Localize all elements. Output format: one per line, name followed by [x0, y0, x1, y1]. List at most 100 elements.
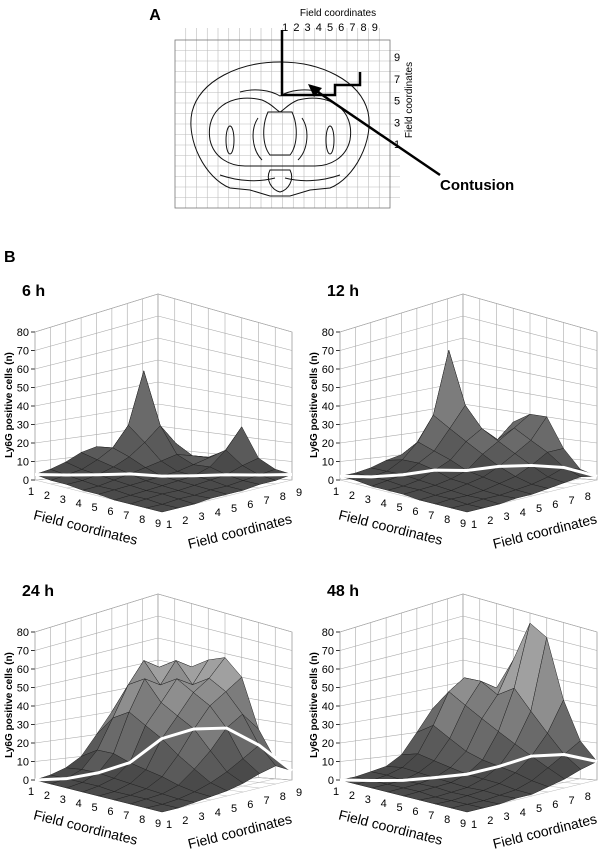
z-tick-label: 10	[322, 757, 334, 769]
x-tick-label: 2	[349, 790, 355, 802]
z-tick-label: 60	[322, 364, 334, 376]
y-tick-label: 5	[231, 803, 237, 815]
z-tick-label: 40	[17, 401, 29, 413]
y-tick-label: 7	[394, 74, 400, 86]
contusion-line	[280, 30, 362, 97]
panel-label: B	[4, 249, 16, 266]
x-tick-label: 1	[333, 486, 339, 498]
x-tick-label: 7	[123, 810, 129, 822]
y-tick-label: 7	[568, 795, 574, 807]
y-tick-label: 4	[520, 507, 526, 519]
chart-title: 6 h	[22, 283, 45, 300]
cortex-inner	[208, 97, 352, 167]
y-tick-label: 8	[585, 791, 591, 803]
z-tick-label: 0	[23, 475, 29, 487]
z-tick-label: 10	[17, 757, 29, 769]
x-tick-label: 9	[372, 22, 378, 34]
z-tick-label: 40	[322, 701, 334, 713]
chart-title: 12 h	[327, 283, 359, 300]
x-tick-label: 7	[428, 810, 434, 822]
x-tick-label: 5	[396, 502, 402, 514]
z-tick-label: 40	[17, 701, 29, 713]
z-tick-label: 70	[17, 646, 29, 658]
chart-title: 24 h	[22, 583, 54, 600]
z-tick-label: 50	[322, 383, 334, 395]
x-tick-label: 4	[381, 798, 387, 810]
surface-cell	[450, 804, 484, 813]
z-tick-label: 70	[17, 346, 29, 358]
y-tick-label: 2	[182, 815, 188, 827]
z-tick-label: 60	[322, 664, 334, 676]
x-tick-label: 8	[444, 514, 450, 526]
z-tick-label: 0	[328, 775, 334, 787]
chart-title: 48 h	[327, 583, 359, 600]
z-tick-label: 40	[322, 401, 334, 413]
y-tick-label: 2	[487, 515, 493, 527]
y-tick-label: 3	[198, 811, 204, 823]
z-tick-label: 30	[17, 420, 29, 432]
z-tick-label: 30	[322, 420, 334, 432]
y-tick-label: 3	[198, 511, 204, 523]
y-tick-label: 9	[296, 487, 302, 499]
y-tick-label: 4	[215, 507, 221, 519]
floor-grid-line	[161, 779, 293, 813]
z-tick-label: 80	[17, 327, 29, 339]
x-tick-label: 8	[139, 814, 145, 826]
x-tick-label: 6	[338, 22, 344, 34]
contusion-boundary	[34, 726, 293, 782]
x-tick-label: 6	[412, 506, 418, 518]
y-tick-label: 7	[568, 495, 574, 507]
z-tick-label: 70	[322, 646, 334, 658]
y-tick-label: 3	[503, 811, 509, 823]
panel-label: A	[149, 7, 161, 24]
y-tick-label: 6	[247, 499, 253, 511]
x-tick-label: 2	[349, 490, 355, 502]
z-tick-label: 10	[17, 457, 29, 469]
y-tick-label: 1	[471, 519, 477, 531]
z-tick-label: 10	[322, 457, 334, 469]
structure	[219, 174, 341, 182]
arrow-line	[311, 86, 441, 177]
structure	[225, 125, 235, 155]
x-tick-label: 1	[333, 786, 339, 798]
x-tick-label: 3	[365, 794, 371, 806]
x-tick-label: 1	[28, 786, 34, 798]
z-tick-label: 70	[322, 346, 334, 358]
z-tick-label: 80	[322, 327, 334, 339]
x-tick-label: 3	[365, 494, 371, 506]
contusion-boundary	[339, 752, 598, 783]
z-tick-label: 50	[17, 683, 29, 695]
y-tick-label: 5	[536, 503, 542, 515]
x-tick-label: 6	[107, 806, 113, 818]
x-tick-label: 9	[155, 818, 161, 830]
x-tick-label: 9	[155, 518, 161, 530]
z-tick-label: 0	[328, 475, 334, 487]
z-tick-label: 60	[17, 364, 29, 376]
z-tick-label: 50	[17, 383, 29, 395]
x-tick-label: 3	[60, 794, 66, 806]
x-tick-label: 6	[412, 806, 418, 818]
x-tick-label: 9	[460, 818, 466, 830]
x-tick-label: 9	[460, 518, 466, 530]
y-tick-label: 1	[471, 819, 477, 831]
z-axis-label: Ly6G positive cells (n)	[4, 652, 15, 758]
x-tick-label: 4	[76, 798, 82, 810]
x-tick-label: 4	[316, 22, 322, 34]
y-tick-label: 3	[394, 117, 400, 129]
z-tick-label: 60	[17, 664, 29, 676]
surface-cell	[145, 504, 179, 513]
x-tick-label: 8	[361, 22, 367, 34]
y-tick-label: 7	[263, 795, 269, 807]
x-tick-label: 3	[305, 22, 311, 34]
hippocampus	[252, 117, 308, 161]
y-tick-label: 3	[503, 511, 509, 523]
z-tick-label: 50	[322, 683, 334, 695]
x-tick-label: 2	[293, 22, 299, 34]
z-tick-label: 20	[322, 438, 334, 450]
z-tick-label: 20	[17, 438, 29, 450]
x-tick-label: 8	[139, 514, 145, 526]
x-tick-label: 5	[396, 802, 402, 814]
